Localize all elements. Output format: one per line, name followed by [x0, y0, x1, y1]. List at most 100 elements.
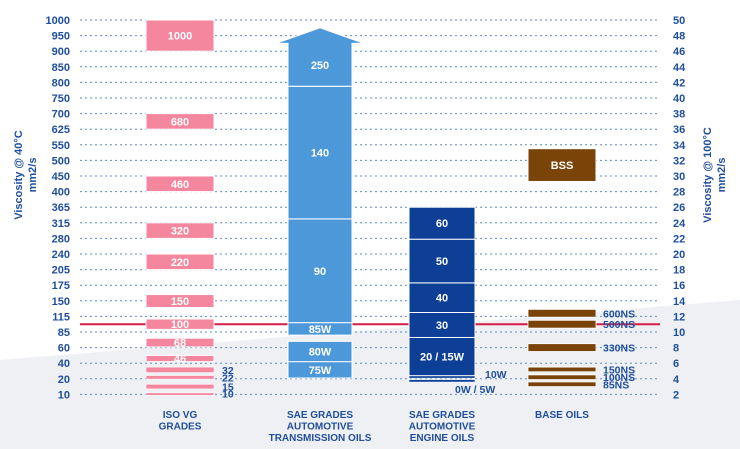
right-tick-label: 8: [673, 343, 679, 355]
left-tick-label: 240: [52, 249, 70, 261]
iso-bar-label: 15: [222, 382, 234, 394]
iso-bar-label: 150: [171, 296, 189, 308]
right-tick-label: 46: [673, 46, 685, 58]
left-tick-label: 175: [52, 280, 70, 292]
left-tick-label: 750: [52, 93, 70, 105]
iso-bar: [145, 222, 215, 239]
base-oil-bar: [527, 343, 597, 352]
engine-bar: [408, 379, 476, 383]
left-axis-title-line1: Viscosity @ 40°C: [13, 130, 25, 220]
iso-bar-label: 100: [171, 319, 189, 331]
left-tick-label: 950: [52, 31, 70, 43]
base-oil-bar: [527, 148, 597, 182]
left-tick-label: 10: [58, 389, 70, 401]
base-oil-bar-label: 500NS: [603, 319, 635, 331]
base-oil-bar-label: 150NS: [603, 364, 635, 376]
base-oil-bar-label: 100NS: [603, 372, 635, 384]
left-tick-label: 150: [52, 296, 70, 308]
base-oil-bar-label: 330NS: [603, 343, 635, 355]
engine-bar-label: 60: [436, 218, 448, 230]
transmission-bar-label: 80W: [309, 347, 332, 359]
right-tick-label: 14: [673, 296, 686, 308]
engine-bar: [408, 336, 476, 377]
right-tick-label: 44: [673, 62, 686, 74]
engine-bar-label: 0W / 5W: [455, 384, 495, 396]
transmission-bar: [287, 340, 353, 363]
iso-bar-label: 32: [222, 365, 234, 377]
iso-bar: [145, 318, 215, 330]
engine-bar-label: 10W: [485, 369, 507, 381]
right-tick-label: 18: [673, 265, 685, 277]
right-tick-label: 50: [673, 15, 685, 27]
left-tick-label: 280: [52, 233, 70, 245]
engine-bar-label: 40: [436, 293, 448, 305]
left-axis-ticks: 1000 950 900 850 800 750 700 625 550 500 450 400 365…: [46, 15, 70, 401]
left-tick-label: 1000: [46, 15, 70, 27]
right-tick-label: 28: [673, 187, 685, 199]
engine-bar: [408, 206, 476, 240]
right-tick-label: 10: [673, 327, 685, 339]
iso-bar-label: 10: [222, 389, 234, 401]
right-tick-label: 30: [673, 171, 685, 183]
category-label: GRADES: [159, 422, 202, 433]
base-oil-bar: [527, 374, 597, 380]
iso-bar-label: 460: [171, 179, 189, 191]
right-tick-label: 4: [673, 374, 680, 386]
left-axis-title: Viscosity @ 40°C mm2/s: [13, 130, 39, 220]
right-tick-label: 40: [673, 93, 685, 105]
iso-bar: [145, 383, 215, 390]
left-tick-label: 450: [52, 171, 70, 183]
base-oil-bar-label: 600NS: [603, 308, 635, 320]
right-tick-label: 34: [673, 140, 686, 152]
engine-bar-label: 30: [436, 320, 448, 332]
transmission-bar-label: 75W: [309, 365, 332, 377]
iso-bar: [145, 337, 215, 348]
transmission-bar-label: 85W: [309, 324, 332, 336]
iso-bar: [145, 375, 215, 380]
engine-bar-label: 50: [436, 256, 448, 268]
right-axis-title: Viscosity @ 100°C mm2/s: [702, 127, 728, 223]
right-tick-label: 2: [673, 389, 679, 401]
right-tick-label: 38: [673, 109, 685, 121]
base-oil-bar-label: BSS: [551, 160, 574, 172]
right-tick-label: 22: [673, 233, 685, 245]
iso-bar-label: 1000: [168, 31, 192, 43]
right-tick-label: 24: [673, 218, 686, 230]
right-axis-title-line2: mm2/s: [716, 158, 728, 193]
left-tick-label: 900: [52, 46, 70, 58]
category-label: SAE GRADES: [409, 410, 475, 421]
category-label: SAE GRADES: [287, 410, 353, 421]
base-oil-bar-label: 85NS: [603, 379, 629, 391]
transmission-bar-label: 90: [314, 266, 326, 278]
category-label: BASE OILS: [535, 410, 589, 421]
iso-bar: [145, 354, 215, 363]
iso-bar: [145, 392, 215, 396]
transmission-bar-label: 250: [311, 60, 329, 72]
left-tick-label: 60: [58, 343, 70, 355]
left-tick-label: 20: [58, 374, 70, 386]
engine-bar: [408, 238, 476, 284]
right-axis-title-line1: Viscosity @ 100°C: [702, 127, 714, 223]
right-tick-label: 20: [673, 249, 685, 261]
engine-bar: [408, 312, 476, 338]
left-tick-label: 550: [52, 140, 70, 152]
right-tick-label: 16: [673, 280, 685, 292]
left-tick-label: 850: [52, 62, 70, 74]
iso-bar: [145, 253, 215, 271]
left-tick-label: 700: [52, 109, 70, 121]
left-tick-label: 800: [52, 77, 70, 89]
left-tick-label: 85: [58, 327, 70, 339]
right-tick-label: 12: [673, 311, 685, 323]
category-label: TRANSMISSION OILS: [269, 433, 372, 444]
left-tick-label: 315: [52, 218, 70, 230]
category-label: ENGINE OILS: [410, 433, 475, 444]
left-tick-label: 205: [52, 265, 70, 277]
right-tick-label: 32: [673, 155, 685, 167]
left-tick-label: 625: [52, 124, 70, 136]
left-tick-label: 115: [52, 311, 70, 323]
base-oil-bar: [527, 366, 597, 373]
left-tick-label: 400: [52, 187, 70, 199]
